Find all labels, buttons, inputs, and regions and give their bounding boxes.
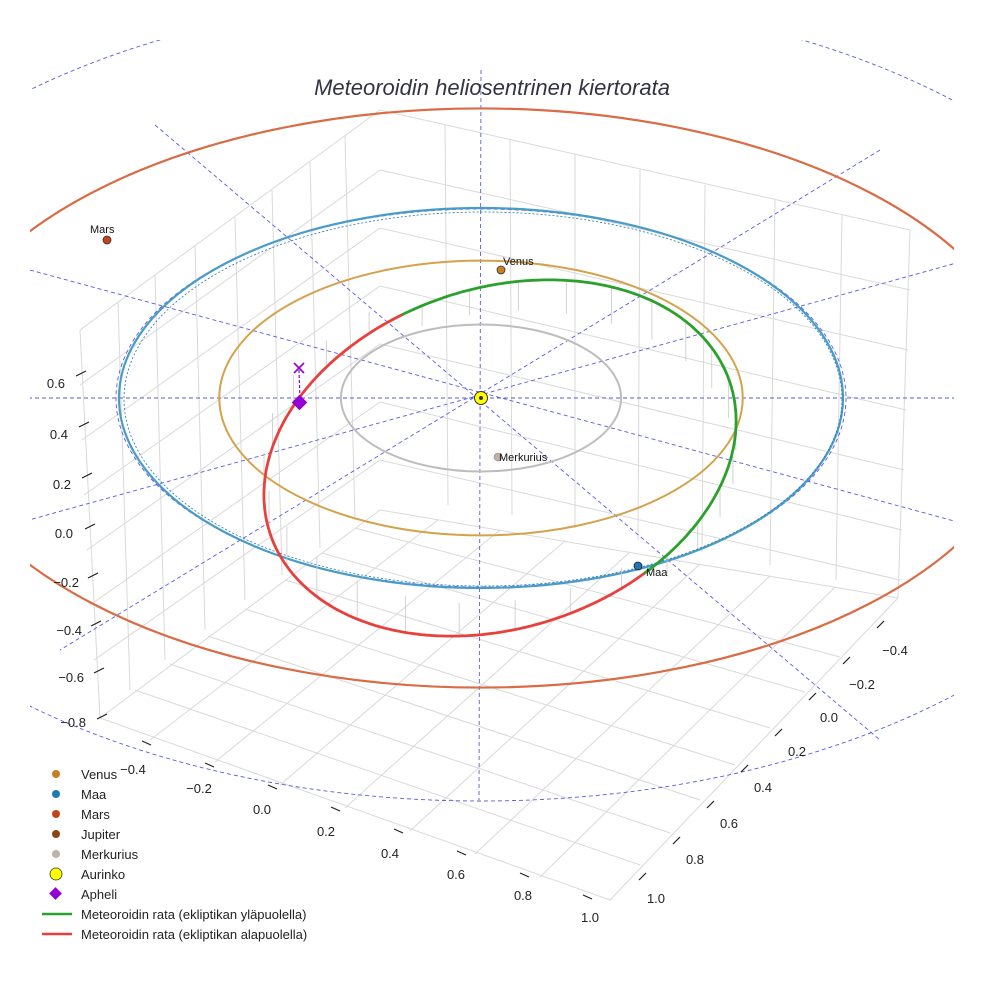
guide-diagonal-1	[154, 124, 881, 741]
legend-merkurius-label: Merkurius	[81, 847, 139, 862]
meteoroid-orbit-below	[262, 314, 645, 638]
legend-venus-icon	[52, 770, 60, 778]
meteoroid-orbit-above	[399, 278, 738, 576]
z-tick-labels: 0.6 0.4 0.2 0.0 −0.2 −0.4 −0.6 −0.8	[47, 376, 86, 730]
chart-title: Meteoroidin heliosentrinen kiertorata	[314, 75, 670, 100]
z-tick-label: 0.2	[53, 477, 71, 492]
y-tick-label: 1.0	[647, 891, 665, 906]
legend-mars-label: Mars	[81, 807, 110, 822]
sun-marker	[474, 391, 488, 405]
z-tick-label: −0.8	[60, 715, 86, 730]
x-tick-label: 0.0	[253, 802, 271, 817]
z-tick-label: 0.0	[55, 526, 73, 541]
planet-orbits	[30, 107, 954, 689]
guide-ellipse-outer	[30, 40, 954, 802]
z-tick-label: 0.6	[47, 376, 65, 391]
x-tick-label: 0.6	[447, 867, 465, 882]
legend-apheli-label: Apheli	[81, 887, 117, 902]
y-tick-labels: −0.4 −0.2 0.0 0.2 0.4 0.6 0.8 1.0	[647, 643, 908, 906]
reference-guides	[30, 40, 954, 802]
z-tick-label: −0.2	[53, 575, 79, 590]
x-tick-label: 0.2	[317, 824, 335, 839]
legend-above-label: Meteoroidin rata (ekliptikan yläpuolella…	[81, 907, 306, 922]
z-tick-label: −0.6	[58, 670, 84, 685]
y-tick-label: 0.8	[686, 852, 704, 867]
guide-diagonal-4	[59, 149, 881, 651]
aphelion-projection-icon	[293, 362, 305, 374]
y-axis	[638, 620, 885, 881]
legend-mars-icon	[52, 810, 60, 818]
mars-orbit	[30, 107, 954, 689]
legend-jupiter-label: Jupiter	[81, 827, 121, 842]
aphelion-stem	[298, 369, 301, 401]
guide-vertical	[478, 69, 482, 801]
merkurius-dot	[493, 452, 503, 462]
x-tick-label: 1.0	[581, 910, 599, 925]
z-tick-label: 0.4	[50, 427, 68, 442]
legend-venus-label: Venus	[81, 767, 118, 782]
x-axis	[141, 740, 593, 900]
floor-grid	[99, 509, 899, 901]
grid-layer	[79, 109, 911, 901]
back-wall-grid	[79, 109, 911, 719]
x-tick-label: −0.2	[186, 781, 212, 796]
legend-maa-label: Maa	[81, 787, 107, 802]
aphelion-marker	[291, 362, 308, 411]
legend: Venus Maa Mars Jupiter Merkurius Aurinko…	[42, 767, 307, 942]
y-tick-label: −0.4	[882, 643, 908, 658]
venus-label: Venus	[503, 256, 534, 268]
z-tick-label: −0.4	[56, 623, 82, 638]
sun-center-dot	[479, 396, 483, 400]
legend-maa-icon	[52, 790, 60, 798]
mars-dot	[102, 235, 112, 245]
legend-merkurius-icon	[52, 850, 60, 858]
x-tick-label: 0.4	[381, 846, 399, 861]
maa-dot	[633, 561, 643, 571]
legend-apheli-icon	[49, 887, 62, 900]
maa-label: Maa	[646, 567, 668, 579]
y-tick-label: 0.0	[820, 710, 838, 725]
legend-aurinko-label: Aurinko	[81, 867, 125, 882]
y-tick-label: 0.4	[754, 780, 772, 795]
z-axis	[75, 370, 108, 720]
y-tick-label: 0.2	[788, 744, 806, 759]
projection-stems	[263, 280, 737, 637]
guide-diagonal-3	[30, 269, 954, 522]
venus-dot	[496, 265, 506, 275]
legend-below-label: Meteoroidin rata (ekliptikan alapuolella…	[81, 927, 307, 942]
planets-layer: Mars Venus Merkurius Maa	[90, 224, 668, 579]
y-tick-label: −0.2	[849, 677, 875, 692]
merkurius-orbit	[339, 323, 623, 473]
mars-label: Mars	[90, 224, 115, 236]
venus-orbit	[218, 259, 744, 537]
merkurius-label: Merkurius	[499, 452, 548, 464]
x-tick-label: −0.4	[120, 762, 146, 777]
y-tick-label: 0.6	[720, 816, 738, 831]
x-tick-labels: −0.4 −0.2 0.0 0.2 0.4 0.6 0.8 1.0	[120, 762, 599, 925]
maa-orbit-projection	[123, 211, 843, 587]
legend-jupiter-icon	[52, 830, 60, 838]
x-tick-label: 0.8	[514, 888, 532, 903]
legend-aurinko-icon	[49, 867, 63, 881]
maa-orbit	[117, 206, 845, 590]
